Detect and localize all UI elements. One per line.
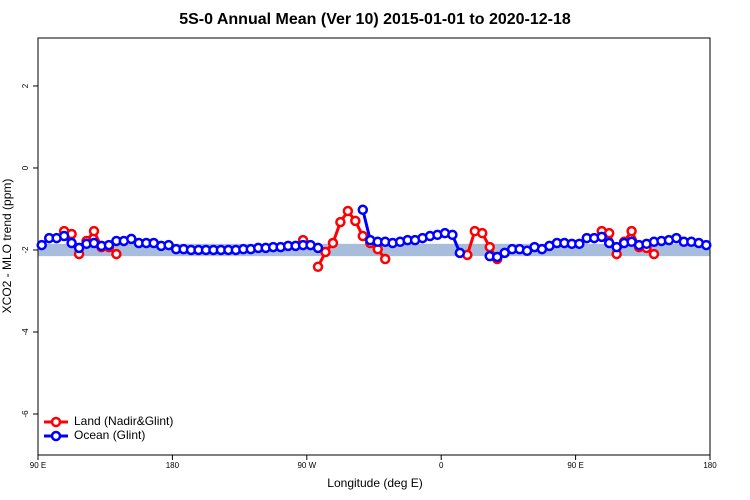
data-point: [574, 238, 585, 250]
chart-title: 5S-0 Annual Mean (Ver 10) 2015-01-01 to …: [179, 11, 571, 28]
y-tick-label: 2: [21, 83, 30, 88]
data-point: [350, 215, 361, 227]
y-tick-label: -4: [21, 328, 30, 336]
data-point: [111, 248, 122, 260]
y-tick-label: -6: [21, 410, 30, 418]
data-point: [312, 242, 324, 254]
data-point: [73, 242, 85, 254]
x-tick-label: 90 E: [30, 461, 46, 470]
data-point: [611, 241, 622, 253]
data-point: [88, 225, 100, 237]
x-axis-label: Longitude (deg E): [327, 476, 422, 490]
data-point: [36, 239, 47, 251]
data-point: [701, 239, 712, 251]
data-point: [312, 261, 324, 273]
data-point: [357, 230, 369, 242]
data-point: [648, 248, 660, 260]
legend-label: Land (Nadir&Glint): [74, 414, 173, 428]
x-tick-label: 0: [439, 461, 444, 470]
x-tick-label: 90 E: [567, 461, 583, 470]
data-point: [126, 233, 137, 245]
data-point: [103, 239, 115, 251]
y-axis-label: XCO2 - MLO trend (ppm): [0, 179, 14, 314]
data-point: [603, 237, 615, 249]
x-tick-label: 90 W: [297, 461, 316, 470]
legend-label: Ocean (Glint): [74, 428, 145, 442]
legend-marker: [50, 416, 62, 428]
data-point: [335, 216, 346, 228]
data-point: [491, 251, 503, 263]
data-point: [379, 253, 391, 265]
y-tick-label: -2: [21, 246, 30, 254]
data-point: [596, 231, 607, 243]
data-point: [447, 229, 458, 241]
legend-marker: [50, 430, 62, 442]
data-point: [163, 239, 174, 251]
data-point: [342, 205, 354, 217]
series-line: [63, 209, 655, 268]
data-point: [58, 230, 70, 242]
data-point: [327, 237, 339, 249]
data-point: [66, 237, 77, 249]
data-point: [477, 227, 488, 239]
x-tick-label: 180: [703, 461, 717, 470]
data-point: [626, 225, 637, 237]
data-point: [320, 246, 331, 258]
x-tick-label: 180: [166, 461, 180, 470]
y-tick-label: 0: [21, 165, 30, 170]
data-point: [357, 204, 369, 216]
data-point: [454, 247, 466, 259]
data-point: [484, 241, 495, 253]
